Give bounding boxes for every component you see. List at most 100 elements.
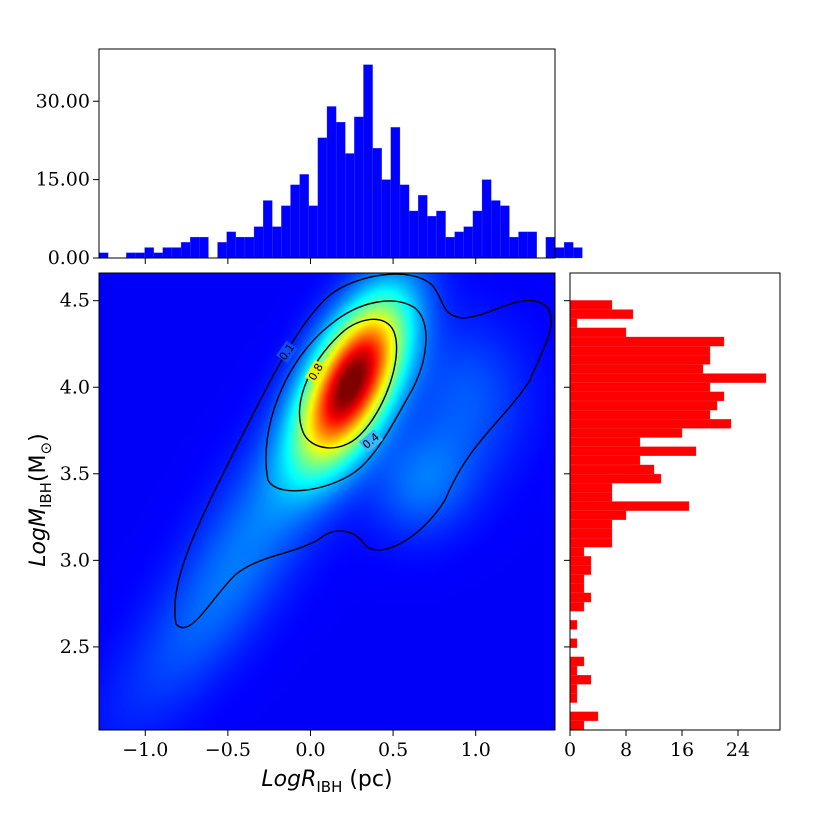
top-hist-bar xyxy=(299,174,309,259)
top-hist-bars xyxy=(98,64,583,259)
top-hist-bar xyxy=(509,236,519,259)
right-hist-bar xyxy=(569,519,613,530)
top-hist-bar xyxy=(98,252,109,259)
right-hist-bar xyxy=(569,464,655,475)
top-hist-bar xyxy=(272,226,282,259)
right-hist-bar xyxy=(569,455,641,466)
top-hist-bar xyxy=(226,231,236,259)
right-hist-bar xyxy=(569,547,585,557)
top-hist-ticks: 0.00 15.00 30.00 xyxy=(36,90,477,269)
top-hist-bar xyxy=(354,116,364,259)
right-hist-bar xyxy=(569,574,585,584)
top-hist-bar xyxy=(135,252,145,259)
right-hist-bar xyxy=(569,419,732,429)
density-panel: 0.1 0.4 0.8 −1.0 −0.5 0.0 0.5 1.02.53.03.54.… xyxy=(26,272,556,796)
density-frame xyxy=(98,272,556,731)
right-hist-bar xyxy=(569,665,578,676)
right-hist-bar xyxy=(569,364,704,374)
top-hist-bar xyxy=(126,252,136,259)
right-hist-bar xyxy=(569,556,592,566)
top-hist-ytick-label: 30.00 xyxy=(36,90,90,112)
density-ytick-label: 3.5 xyxy=(60,463,90,485)
right-hist-bar xyxy=(569,428,683,438)
right-hist-bar xyxy=(569,437,641,447)
top-hist-bar xyxy=(317,137,328,259)
density-xtick-label: −1.0 xyxy=(122,739,168,761)
right-hist-bar xyxy=(569,684,578,694)
right-hist-bar xyxy=(569,720,585,731)
right-hist-bar xyxy=(569,345,711,356)
top-hist-bar xyxy=(281,205,291,259)
top-hist-bar xyxy=(527,231,537,259)
top-hist-bar xyxy=(390,127,401,259)
top-hist-bar xyxy=(162,247,173,259)
top-hist-bar xyxy=(171,247,182,259)
right-hist-bar xyxy=(569,473,662,484)
top-hist-bar xyxy=(235,236,246,259)
top-hist-bar xyxy=(491,200,501,259)
y-label-main: LogM xyxy=(26,508,51,567)
right-hist-bar xyxy=(569,583,585,594)
top-hist-bar xyxy=(554,247,565,259)
right-hist-bar xyxy=(569,391,725,402)
density-ytick-label: 3.0 xyxy=(60,549,90,571)
right-hist-frame xyxy=(569,272,781,731)
right-hist-bars xyxy=(569,300,767,731)
top-hist-bar xyxy=(500,205,510,259)
contour-label-bg-0.4 xyxy=(358,429,384,453)
density-xtick-label: 0.0 xyxy=(295,739,325,761)
top-hist-bar xyxy=(463,226,474,259)
right-hist-bar xyxy=(569,409,711,420)
top-hist-bar xyxy=(199,236,209,259)
top-hist-bar xyxy=(445,236,455,259)
right-hist-xtick-label: 24 xyxy=(726,739,750,761)
right-hist-xtick-label: 0 xyxy=(564,739,576,761)
top-hist-bar xyxy=(573,247,583,259)
top-hist-bar xyxy=(244,236,255,259)
y-label-sub: IBH xyxy=(37,482,55,508)
top-hist-ytick-label: 0.00 xyxy=(48,247,90,269)
density-ytick-label: 2.5 xyxy=(60,636,90,658)
top-hist-bar xyxy=(253,226,264,259)
top-hist-bar xyxy=(153,252,163,259)
right-hist-xtick-label: 16 xyxy=(670,739,694,761)
y-label-paren-open: (M xyxy=(26,454,51,482)
right-hist-bar xyxy=(569,537,613,548)
right-hist-bar xyxy=(569,492,613,502)
top-hist-bar xyxy=(335,122,346,259)
right-hist-bar xyxy=(569,318,578,328)
right-hist-bar xyxy=(569,675,592,685)
top-hist-bar xyxy=(545,236,556,259)
y-label-paren-close: ) xyxy=(26,433,51,442)
top-hist-bar xyxy=(454,231,464,259)
top-hist-bar xyxy=(345,153,355,259)
right-hist-bar xyxy=(569,501,690,511)
top-hist-bar xyxy=(418,195,428,259)
right-hist-bar xyxy=(569,373,767,383)
right-hist-bar xyxy=(569,592,592,603)
top-hist-bar xyxy=(290,184,300,259)
top-hist-bar xyxy=(518,231,528,259)
right-hist-bar xyxy=(569,711,599,722)
top-hist-bar xyxy=(144,247,154,259)
top-hist-bar xyxy=(180,242,191,259)
density-ytick-label: 4.0 xyxy=(60,376,90,398)
right-hist-bar xyxy=(569,382,711,392)
x-label-unit: (pc) xyxy=(342,767,392,792)
y-label-paren-sub: ⊙ xyxy=(37,442,55,455)
right-hist-bar xyxy=(569,638,578,648)
top-hist-bar xyxy=(563,242,574,259)
right-hist-bar xyxy=(569,300,613,310)
x-axis-label: LogRIBH (pc) xyxy=(261,767,392,796)
top-hist-bar xyxy=(308,205,319,259)
right-hist-bar xyxy=(569,620,578,630)
right-hist-ticks: 0 8 16 24 xyxy=(564,300,750,761)
top-hist-bar xyxy=(436,210,446,259)
right-hist-bar xyxy=(569,601,585,612)
top-hist-bar xyxy=(472,210,483,259)
right-hist-bar xyxy=(569,446,697,456)
top-hist-ytick-label: 15.00 xyxy=(36,169,90,191)
right-hist-bar xyxy=(569,327,627,338)
